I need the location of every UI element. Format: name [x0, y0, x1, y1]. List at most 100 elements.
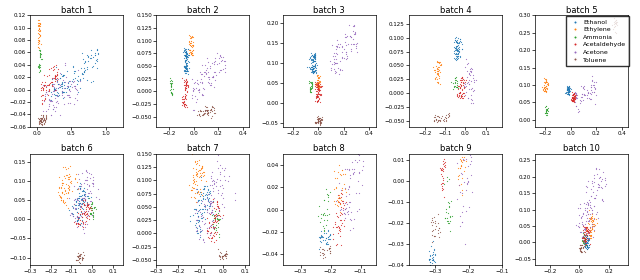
Point: [195, 190, 205, 194]
Point: [313, 118, 323, 123]
Point: [448, 80, 458, 85]
Point: [587, 90, 597, 94]
Point: [212, 216, 223, 220]
Point: [449, 39, 460, 44]
Point: [434, 74, 444, 78]
Point: [428, 233, 438, 237]
Point: [201, 72, 211, 76]
Point: [587, 78, 597, 82]
Point: [307, 66, 317, 71]
Point: [72, 196, 83, 201]
Point: [317, 235, 328, 239]
Point: [36, 98, 47, 103]
Point: [437, 114, 447, 118]
Point: [57, 93, 67, 97]
Point: [596, 185, 606, 189]
Point: [57, 178, 67, 183]
Point: [66, 82, 76, 87]
Point: [349, 42, 359, 47]
Point: [321, 187, 332, 192]
Point: [585, 234, 595, 238]
Point: [207, 219, 217, 223]
Point: [56, 195, 66, 199]
Point: [428, 257, 438, 262]
Point: [579, 232, 589, 236]
Point: [179, 99, 189, 103]
Point: [580, 226, 591, 230]
Point: [50, 76, 60, 81]
Point: [78, 224, 88, 229]
Point: [203, 113, 213, 117]
Point: [584, 208, 594, 213]
Point: [465, 127, 475, 132]
Point: [314, 92, 324, 97]
Point: [40, 94, 51, 98]
Point: [63, 189, 73, 194]
Point: [566, 98, 577, 102]
Point: [81, 169, 91, 174]
Point: [52, 82, 63, 87]
Point: [189, 185, 200, 190]
Point: [56, 81, 67, 85]
Point: [209, 225, 219, 229]
Point: [76, 214, 86, 219]
Point: [66, 178, 76, 183]
Point: [458, 80, 468, 85]
Point: [308, 57, 319, 61]
Point: [193, 208, 204, 212]
Point: [313, 75, 323, 80]
Point: [202, 216, 212, 220]
Point: [582, 237, 592, 242]
Point: [92, 48, 102, 52]
Point: [202, 184, 212, 188]
Point: [449, 49, 459, 53]
Point: [306, 51, 316, 56]
Point: [181, 60, 191, 65]
Point: [584, 197, 595, 202]
Point: [314, 80, 324, 84]
Point: [180, 63, 191, 67]
Point: [589, 224, 599, 229]
Point: [207, 74, 218, 79]
Point: [82, 202, 92, 206]
Point: [57, 89, 67, 93]
Point: [38, 87, 48, 91]
Point: [587, 226, 597, 231]
Point: [72, 219, 83, 223]
Point: [582, 244, 593, 248]
Point: [68, 77, 78, 81]
Point: [317, 256, 328, 260]
Point: [312, 81, 323, 86]
Point: [179, 67, 189, 72]
Point: [583, 227, 593, 232]
Point: [86, 56, 97, 60]
Point: [205, 223, 216, 227]
Point: [540, 88, 550, 93]
Point: [86, 199, 96, 204]
Point: [186, 52, 196, 56]
Point: [181, 56, 191, 60]
Point: [166, 92, 177, 96]
Point: [166, 78, 177, 82]
Point: [79, 60, 89, 65]
Point: [580, 237, 591, 242]
Point: [196, 192, 206, 196]
Point: [450, 56, 460, 61]
Point: [223, 179, 233, 183]
Point: [435, 166, 445, 170]
Point: [330, 61, 340, 66]
Point: [433, 65, 444, 69]
Point: [310, 69, 320, 73]
Point: [61, 85, 72, 90]
Point: [40, 96, 50, 100]
Point: [78, 188, 88, 192]
Point: [460, 158, 470, 163]
Point: [582, 228, 592, 232]
Point: [205, 203, 215, 207]
Point: [196, 190, 206, 194]
Point: [38, 118, 49, 123]
Point: [308, 69, 318, 74]
Point: [75, 193, 85, 198]
Point: [577, 235, 588, 239]
Point: [42, 88, 52, 93]
